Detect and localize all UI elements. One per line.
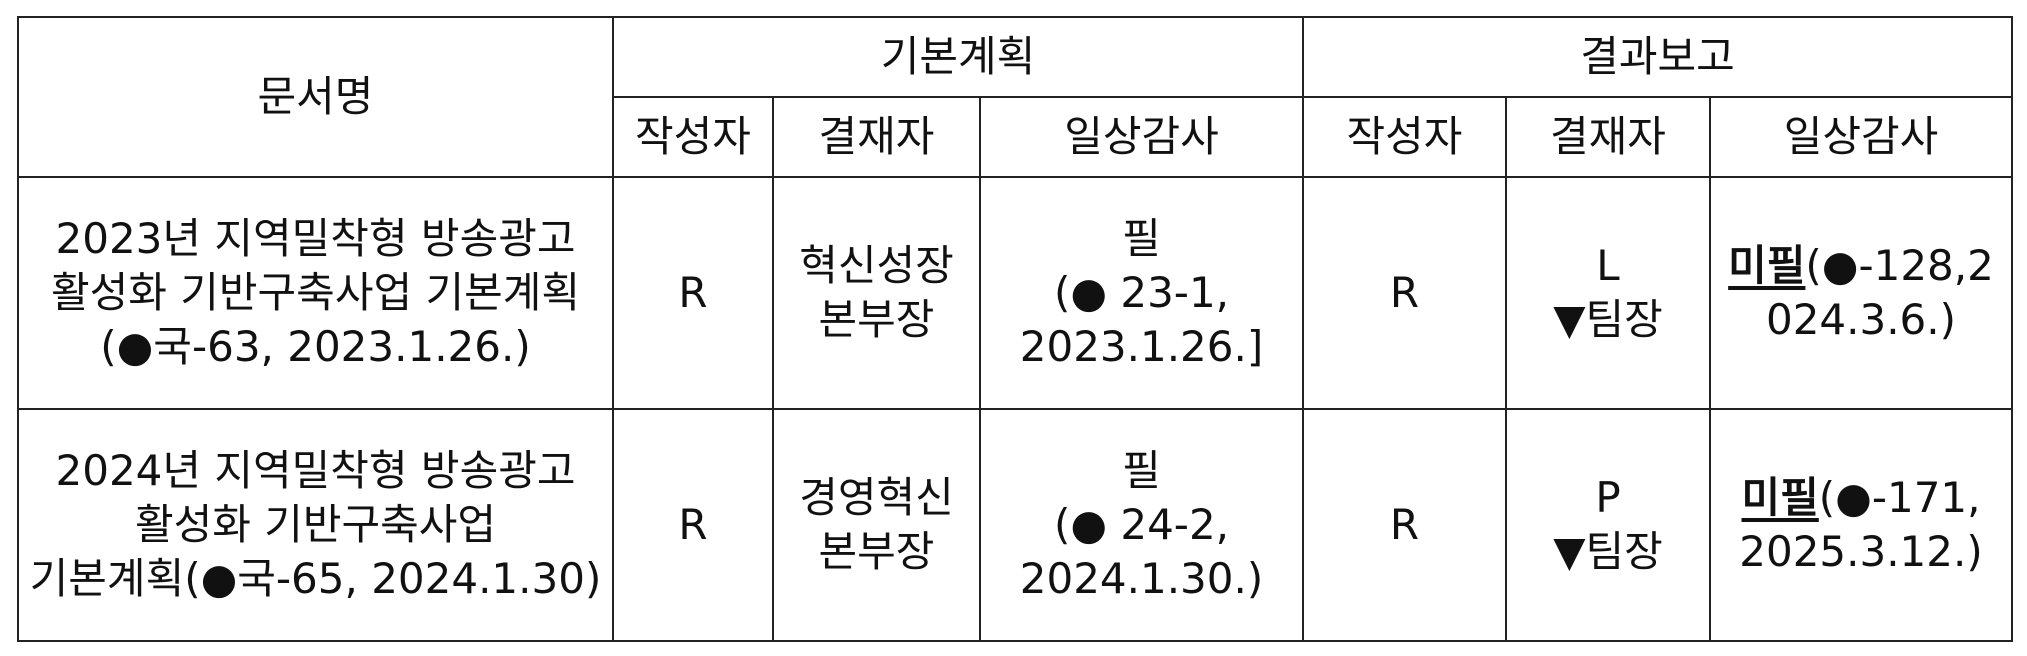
plan-audit-cell: 필 (● 23-1, 2023.1.26.] bbox=[979, 176, 1304, 410]
report-audit-cell: 미필(●-171, 2025.3.12.) bbox=[1709, 408, 2013, 642]
plan-approver-cell: 혁신성장 본부장 bbox=[772, 176, 981, 410]
plan-approver-line: 본부장 bbox=[818, 527, 935, 576]
header-doc-name: 문서명 bbox=[17, 16, 614, 178]
header-report-author: 작성자 bbox=[1302, 96, 1507, 178]
doc-name-cell: 2024년 지역밀착형 방송광고 활성화 기반구축사업 기본계획(●국-65, … bbox=[17, 408, 614, 642]
report-approver-line: ▼팀장 bbox=[1553, 295, 1663, 344]
report-audit-line: 2025.3.12.) bbox=[1739, 527, 1983, 576]
doc-name-cell: 2023년 지역밀착형 방송광고 활성화 기반구축사업 기본계획 (●국-63,… bbox=[17, 176, 614, 410]
report-audit-cell: 미필(●-128,2 024.3.6.) bbox=[1709, 176, 2013, 410]
header-report-group: 결과보고 bbox=[1302, 16, 2013, 98]
doc-name-line: 활성화 기반구축사업 bbox=[134, 500, 497, 549]
audit-table: 문서명 기본계획 결과보고 작성자 결재자 일상감사 작성자 결재자 일상감사 … bbox=[17, 16, 2013, 642]
report-approver-line: L bbox=[1596, 241, 1620, 290]
plan-audit-line: (● 24-2, bbox=[1053, 500, 1230, 549]
plan-audit-line: 2024.1.30.) bbox=[1019, 554, 1264, 603]
plan-approver-cell: 경영혁신 본부장 bbox=[772, 408, 981, 642]
header-plan-approver: 결재자 bbox=[772, 96, 981, 178]
report-approver-cell: L ▼팀장 bbox=[1505, 176, 1711, 410]
header-report-audit: 일상감사 bbox=[1709, 96, 2013, 178]
report-audit-line: 미필(●-128,2 bbox=[1717, 239, 2005, 293]
report-author-cell: R bbox=[1302, 408, 1507, 642]
report-approver-cell: P ▼팀장 bbox=[1505, 408, 1711, 642]
table-row: 2024년 지역밀착형 방송광고 활성화 기반구축사업 기본계획(●국-65, … bbox=[17, 408, 2013, 642]
report-audit-line: 024.3.6.) bbox=[1765, 295, 1957, 344]
header-report-approver: 결재자 bbox=[1505, 96, 1711, 178]
doc-name-line: 활성화 기반구축사업 기본계획 bbox=[50, 268, 581, 317]
plan-approver-line: 경영혁신 bbox=[799, 473, 954, 522]
report-approver-line: P bbox=[1595, 473, 1621, 522]
plan-audit-cell: 필 (● 24-2, 2024.1.30.) bbox=[979, 408, 1304, 642]
report-approver-line: ▼팀장 bbox=[1553, 527, 1663, 576]
header-plan-author: 작성자 bbox=[612, 96, 774, 178]
unsigned-mark: 미필 bbox=[1741, 473, 1819, 522]
plan-audit-line: 2023.1.26.] bbox=[1019, 322, 1264, 371]
table-row: 2023년 지역밀착형 방송광고 활성화 기반구축사업 기본계획 (●국-63,… bbox=[17, 176, 2013, 410]
report-audit-line: 미필(●-171, bbox=[1717, 471, 2005, 525]
doc-name-line: 기본계획(●국-65, 2024.1.30) bbox=[29, 554, 602, 603]
report-audit-ref: (●-128,2 bbox=[1805, 241, 1994, 290]
report-audit-ref: (●-171, bbox=[1818, 473, 1981, 522]
plan-audit-line: 필 bbox=[1122, 446, 1161, 495]
header-row-1: 문서명 기본계획 결과보고 bbox=[17, 16, 2013, 178]
plan-audit-line: (● 23-1, bbox=[1053, 268, 1230, 317]
plan-audit-line: 필 bbox=[1122, 214, 1161, 263]
doc-name-line: (●국-63, 2023.1.26.) bbox=[100, 322, 531, 371]
plan-approver-line: 혁신성장 bbox=[799, 241, 954, 290]
header-row-2: 작성자 결재자 일상감사 작성자 결재자 일상감사 bbox=[18, 96, 2013, 178]
report-author-cell: R bbox=[1302, 176, 1507, 410]
header-plan-audit: 일상감사 bbox=[979, 96, 1304, 178]
doc-name-line: 2023년 지역밀착형 방송광고 bbox=[55, 214, 576, 263]
header-plan-group: 기본계획 bbox=[612, 16, 1304, 98]
doc-name-line: 2024년 지역밀착형 방송광고 bbox=[55, 446, 576, 495]
unsigned-mark: 미필 bbox=[1728, 241, 1806, 290]
plan-approver-line: 본부장 bbox=[818, 295, 935, 344]
plan-author-cell: R bbox=[612, 408, 774, 642]
plan-author-cell: R bbox=[612, 176, 774, 410]
